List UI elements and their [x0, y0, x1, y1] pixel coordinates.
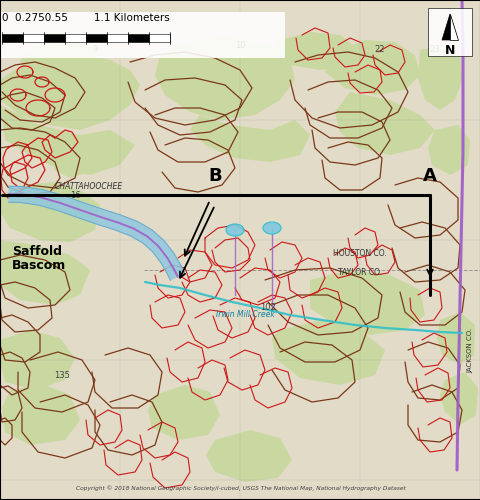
Polygon shape	[8, 186, 184, 280]
Text: Saffold: Saffold	[12, 245, 62, 258]
Text: CHATTAHOOCHEE: CHATTAHOOCHEE	[55, 182, 123, 191]
Polygon shape	[439, 372, 477, 425]
Ellipse shape	[263, 222, 280, 234]
Polygon shape	[324, 40, 419, 95]
FancyBboxPatch shape	[427, 8, 471, 56]
Polygon shape	[20, 40, 95, 78]
Text: Bascom: Bascom	[12, 259, 66, 272]
Bar	[128, 34, 149, 42]
Ellipse shape	[226, 224, 243, 236]
Polygon shape	[417, 45, 461, 110]
Polygon shape	[0, 182, 100, 242]
Polygon shape	[0, 240, 90, 305]
Polygon shape	[0, 105, 135, 175]
Text: Copyright © 2018 National Geographic Society/i-cubed, USGS The National Map, Nat: Copyright © 2018 National Geographic Soc…	[75, 485, 405, 491]
Polygon shape	[436, 312, 474, 365]
Polygon shape	[155, 38, 294, 120]
Bar	[65, 34, 86, 42]
Text: B: B	[208, 167, 221, 185]
Text: 22: 22	[374, 46, 384, 54]
Polygon shape	[271, 320, 384, 385]
Text: 9: 9	[92, 46, 97, 54]
Text: JACKSON CO.: JACKSON CO.	[466, 328, 472, 372]
Polygon shape	[427, 125, 469, 175]
Polygon shape	[205, 430, 291, 482]
Polygon shape	[334, 92, 434, 155]
Polygon shape	[190, 115, 309, 162]
Polygon shape	[309, 270, 424, 335]
Polygon shape	[148, 385, 219, 440]
Bar	[86, 34, 107, 42]
Polygon shape	[449, 14, 457, 40]
Polygon shape	[0, 330, 75, 390]
Polygon shape	[2, 385, 80, 445]
Text: 0  0.2750.55        1.1 Kilometers: 0 0.2750.55 1.1 Kilometers	[2, 13, 169, 23]
Bar	[44, 34, 65, 42]
Text: N: N	[444, 44, 454, 57]
Text: TAYLOR CO.: TAYLOR CO.	[337, 268, 381, 277]
Text: 23: 23	[429, 46, 439, 54]
Text: 10: 10	[234, 40, 245, 50]
Polygon shape	[0, 50, 140, 130]
Text: 16: 16	[70, 190, 80, 200]
Text: 135: 135	[54, 370, 70, 380]
FancyBboxPatch shape	[0, 12, 285, 58]
Bar	[149, 34, 169, 42]
Polygon shape	[275, 32, 359, 70]
Text: Irwin Mill Creek: Irwin Mill Creek	[215, 310, 274, 319]
Polygon shape	[54, 148, 90, 178]
Text: 102: 102	[260, 304, 276, 312]
Text: A: A	[422, 167, 436, 185]
Polygon shape	[441, 14, 457, 40]
Bar	[107, 34, 128, 42]
Bar	[2, 34, 23, 42]
Text: HOUSTON CO.: HOUSTON CO.	[333, 249, 386, 258]
Bar	[23, 34, 44, 42]
